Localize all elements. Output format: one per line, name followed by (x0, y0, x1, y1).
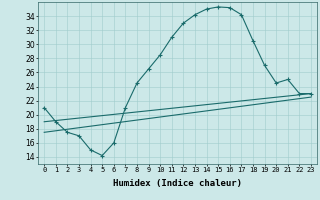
X-axis label: Humidex (Indice chaleur): Humidex (Indice chaleur) (113, 179, 242, 188)
